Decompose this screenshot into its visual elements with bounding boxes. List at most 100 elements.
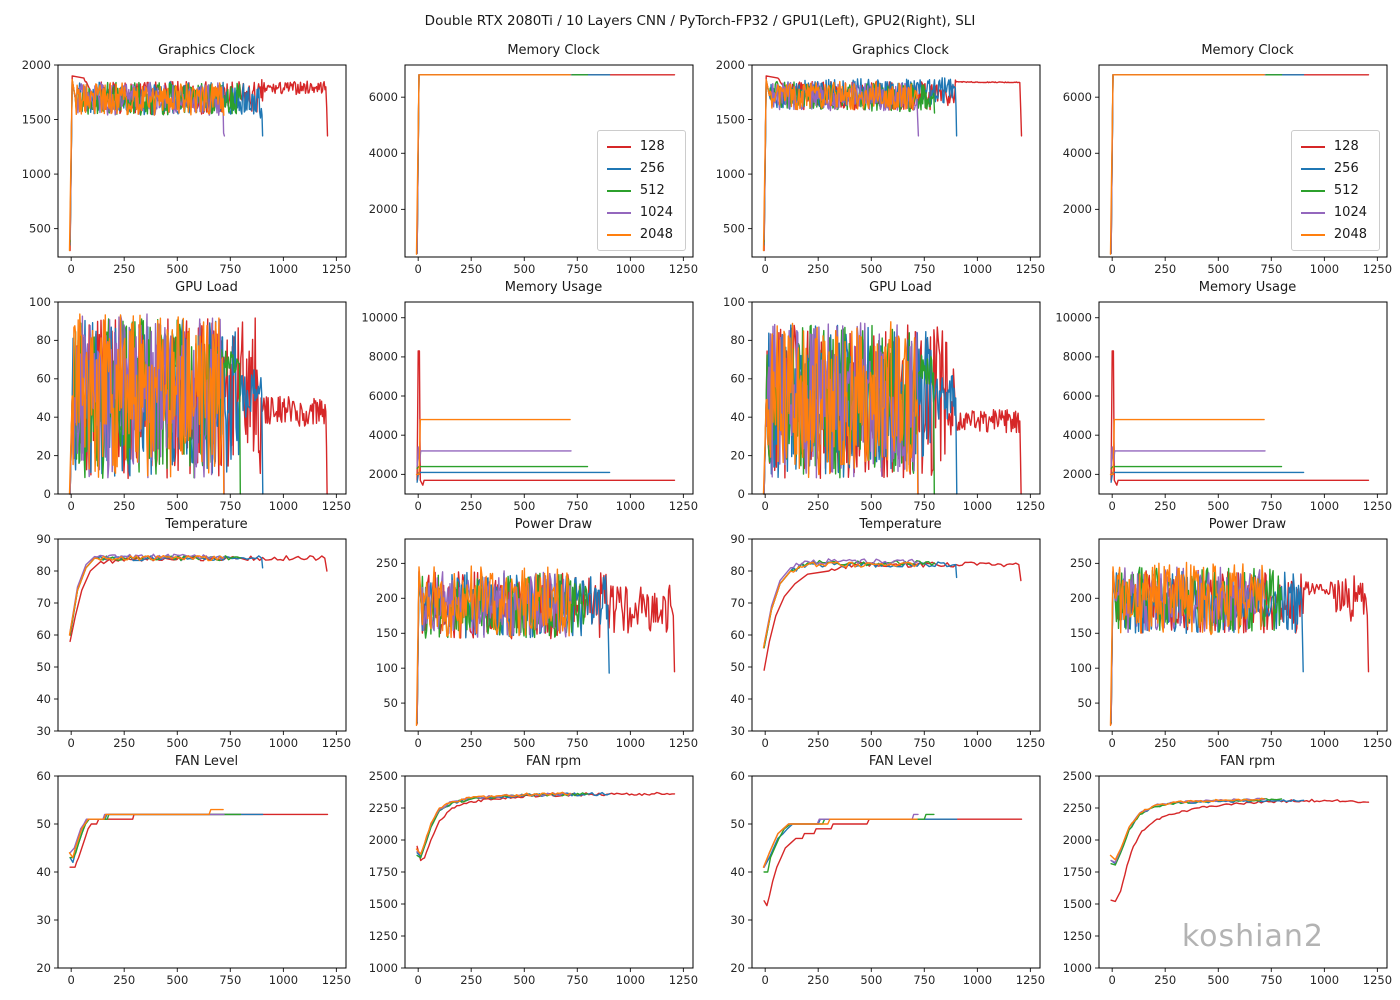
svg-text:1000: 1000 (269, 499, 298, 513)
legend-label: 1024 (1333, 205, 1367, 220)
svg-text:50: 50 (1077, 696, 1092, 710)
svg-text:1000: 1000 (369, 961, 398, 975)
svg-text:750: 750 (219, 736, 241, 750)
svg-text:1000: 1000 (269, 736, 298, 750)
legend: 128 256 512 1024 2048 (1290, 130, 1380, 251)
svg-text:1000: 1000 (1310, 499, 1339, 513)
svg-text:0: 0 (1109, 736, 1116, 750)
svg-text:0: 0 (68, 973, 75, 987)
subplot-grid: Graphics Clock 500 1000 1500 2000 0 250 500 750… (8, 42, 1396, 990)
svg-text:1000: 1000 (269, 262, 298, 276)
svg-text:2000: 2000 (369, 833, 398, 847)
svg-text:60: 60 (36, 628, 51, 642)
subplot-title: Memory Usage (1198, 280, 1297, 295)
legend: 128 256 512 1024 2048 (596, 130, 686, 251)
svg-text:750: 750 (913, 736, 935, 750)
svg-text:1000: 1000 (616, 499, 645, 513)
svg-text:1250: 1250 (669, 973, 698, 987)
subplot-memory-clock-gpu1: Memory Clock 2000 4000 6000 0 250 500 750 1000 1… (355, 42, 702, 279)
svg-text:8000: 8000 (1063, 350, 1092, 364)
svg-text:8000: 8000 (369, 350, 398, 364)
svg-text:0: 0 (415, 499, 422, 513)
svg-text:50: 50 (36, 817, 51, 831)
svg-text:250: 250 (113, 499, 135, 513)
svg-text:0: 0 (762, 736, 769, 750)
subplot-title: Temperature (859, 517, 942, 532)
svg-text:750: 750 (566, 262, 588, 276)
svg-text:500: 500 (513, 499, 535, 513)
svg-text:90: 90 (730, 534, 745, 546)
svg-text:4000: 4000 (1063, 146, 1092, 160)
legend-label: 256 (639, 161, 665, 176)
svg-text:1750: 1750 (369, 865, 398, 879)
svg-text:80: 80 (36, 333, 51, 347)
svg-text:90: 90 (36, 534, 51, 546)
svg-text:250: 250 (807, 736, 829, 750)
svg-text:750: 750 (913, 973, 935, 987)
figure-title: Double RTX 2080Ti / 10 Layers CNN / PyTo… (424, 13, 976, 29)
svg-text:1250: 1250 (369, 929, 398, 943)
subplot-fan-rpm-gpu2: FAN rpm 1000 1250 1500 1750 2000 2250 2500 0 250… (1049, 753, 1396, 990)
svg-text:150: 150 (376, 626, 398, 640)
svg-text:1250: 1250 (669, 499, 698, 513)
svg-text:30: 30 (730, 724, 745, 738)
svg-text:1000: 1000 (616, 973, 645, 987)
svg-text:500: 500 (29, 221, 51, 235)
subplot-fan-level-gpu1: FAN Level 20 30 40 50 60 0 250 500 750 1000 1250 (8, 753, 355, 990)
svg-text:2500: 2500 (369, 771, 398, 783)
svg-text:0: 0 (44, 487, 51, 501)
svg-text:750: 750 (566, 499, 588, 513)
svg-text:1250: 1250 (1063, 929, 1092, 943)
graphics-clock-gpu1-canvas: 500 1000 1500 2000 0 250 500 750 1000 1250 (22, 60, 351, 276)
svg-text:0: 0 (68, 736, 75, 750)
svg-text:4000: 4000 (369, 428, 398, 442)
svg-text:1250: 1250 (1016, 973, 1045, 987)
legend-label: 2048 (1333, 227, 1367, 242)
svg-text:250: 250 (1154, 499, 1176, 513)
svg-text:750: 750 (1260, 499, 1282, 513)
svg-text:500: 500 (723, 221, 745, 235)
fan-rpm-gpu2-canvas: 1000 1250 1500 1750 2000 2250 2500 0 250 500 750 10… (1063, 771, 1392, 987)
svg-text:0: 0 (762, 262, 769, 276)
svg-text:1000: 1000 (269, 973, 298, 987)
svg-text:500: 500 (513, 262, 535, 276)
svg-text:6000: 6000 (369, 389, 398, 403)
subplot-power-draw-gpu1: Power Draw 50 100 150 200 250 0 250 500 750 1000 1… (355, 516, 702, 753)
svg-text:1750: 1750 (1063, 865, 1092, 879)
svg-text:500: 500 (1207, 973, 1229, 987)
svg-text:1250: 1250 (1016, 736, 1045, 750)
svg-text:80: 80 (730, 564, 745, 578)
memory-clock-gpu1-canvas: 2000 4000 6000 0 250 500 750 1000 1250 (369, 64, 698, 276)
power-draw-gpu2-canvas: 50 100 150 200 250 0 250 500 750 1000 1250 (1070, 538, 1392, 750)
subplot-memory-clock-gpu2: Memory Clock 2000 4000 6000 0 250 500 750 1000 1… (1049, 42, 1396, 279)
svg-text:1000: 1000 (1310, 973, 1339, 987)
subplot-gpu-load-gpu1: GPU Load 0 20 40 60 80 100 0 250 500 750 1000 1250 (8, 279, 355, 516)
svg-text:250: 250 (376, 556, 398, 570)
svg-text:2500: 2500 (1063, 771, 1092, 783)
svg-text:2000: 2000 (1063, 202, 1092, 216)
power-draw-gpu1-canvas: 50 100 150 200 250 0 250 500 750 1000 1250 (376, 538, 698, 750)
svg-text:1000: 1000 (22, 167, 51, 181)
svg-text:500: 500 (860, 736, 882, 750)
svg-text:50: 50 (730, 660, 745, 674)
svg-text:10000: 10000 (1055, 311, 1092, 325)
legend-label: 128 (639, 139, 665, 154)
svg-text:30: 30 (36, 724, 51, 738)
subplot-title: Memory Usage (504, 280, 603, 295)
subplot-title: FAN Level (868, 754, 933, 769)
subplot-fan-rpm-gpu1: FAN rpm 1000 1250 1500 1750 2000 2250 2500 0 250… (355, 753, 702, 990)
svg-text:2000: 2000 (1063, 467, 1092, 481)
svg-text:2000: 2000 (1063, 833, 1092, 847)
legend-swatch (1300, 145, 1325, 148)
subplot-graphics-clock-gpu2: Graphics Clock 500 1000 1500 2000 0 250 500 750… (702, 42, 1049, 279)
legend-swatch (606, 167, 631, 170)
fan-rpm-gpu1-canvas: 1000 1250 1500 1750 2000 2250 2500 0 250 500 750 10… (369, 771, 698, 987)
svg-text:100: 100 (1070, 661, 1092, 675)
legend-label: 128 (1333, 139, 1359, 154)
subplot-title: Memory Clock (507, 43, 600, 58)
svg-text:80: 80 (730, 333, 745, 347)
legend-item: 2048 (606, 227, 673, 242)
svg-text:0: 0 (762, 499, 769, 513)
svg-text:0: 0 (1109, 262, 1116, 276)
svg-text:250: 250 (807, 499, 829, 513)
